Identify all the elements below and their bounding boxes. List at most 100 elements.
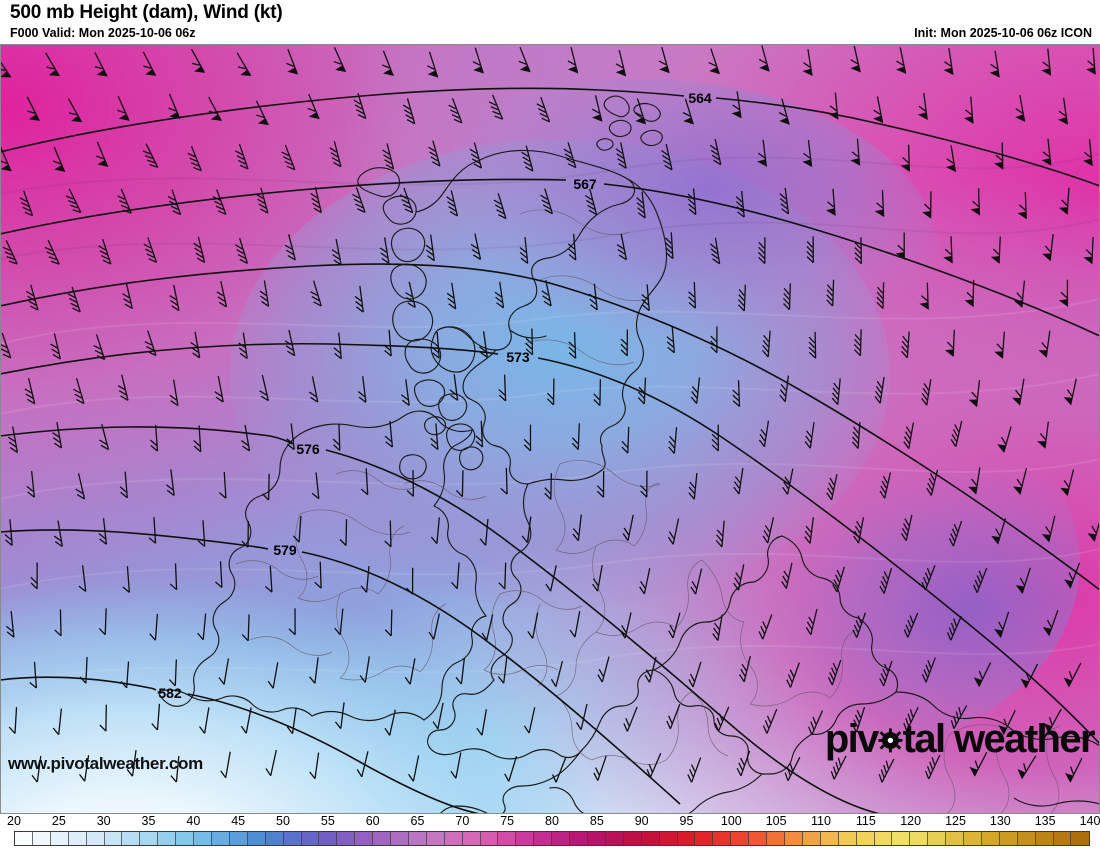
colorbar-cell [194,832,212,845]
colorbar-cell [856,832,875,845]
colorbar-cell [677,832,696,845]
contour-label: 564 [688,90,712,106]
colorbar-tick: 20 [7,814,21,828]
contour-label-layer: 564 567 573 576 579 582 585 [158,90,712,701]
colorbar-cell [86,832,105,845]
logo-text-post: tal weather [902,717,1096,761]
colorbar-tick: 25 [51,814,66,828]
colorbar-cell [283,832,302,845]
page-title: 500 mb Height (dam), Wind (kt) [10,2,283,23]
colorbar-cell [1053,832,1072,845]
colorbar-tick: 40 [186,814,201,828]
colorbar-cell [480,832,499,845]
colorbar-cell [713,832,732,845]
colorbar-cell [767,832,785,845]
colorbar-tick: 115 [855,814,876,828]
colorbar-tick: 85 [589,814,604,828]
colorbar-tick-labels: 20 25 30 35 40 45 50 55 60 65 70 75 80 85 90 95 100 105 11… [0,814,1100,830]
colorbar-tick: 35 [141,814,156,828]
colorbar-cell [408,832,427,845]
contour-label: 576 [296,441,320,457]
colorbar-cell [928,832,947,845]
colorbar-tick: 50 [276,814,290,828]
colorbar-tick: 90 [634,814,649,828]
colorbar-cell [981,832,1000,845]
colorbar-cell [784,832,803,845]
colorbar-tick: 110 [811,814,831,828]
map-header: 500 mb Height (dam), Wind (kt) F000 Vali… [0,0,1100,44]
contour-label: 582 [158,685,182,701]
continental-coast-layer [895,691,1100,807]
colorbar-cell [838,832,857,845]
colorbar-cell [301,832,320,845]
colorbar-cell [605,832,624,845]
colorbar-cell [158,832,177,845]
colorbar-cell [946,832,965,845]
colorbar-cell [820,832,839,845]
colorbar-cell [176,832,195,845]
colorbar-swatches[interactable] [14,831,1090,846]
colorbar-cell [15,832,33,845]
colorbar-cell [641,832,660,845]
colorbar-cell [964,832,982,845]
site-url-watermark: www.pivotalweather.com [8,754,203,773]
colorbar-cell [68,832,87,845]
colorbar-cell [1035,832,1054,845]
colorbar-tick: 75 [500,814,515,828]
colorbar-cell [802,832,821,845]
colorbar-tick: 130 [989,814,1011,828]
gear-icon [878,728,903,753]
colorbar-cell [373,832,392,845]
colorbar-cell [552,832,571,845]
map-canvas[interactable]: 564 567 573 576 579 582 585 [0,44,1100,814]
height-contour-layer [0,87,1100,814]
colorbar-cell [1017,832,1036,845]
colorbar-cell [32,832,51,845]
colorbar-cell [355,832,374,845]
colorbar-cell [498,832,517,845]
init-time-label: Init: Mon 2025-10-06 06z ICON [914,26,1092,40]
colorbar-tick: 55 [320,814,335,828]
colorbar-cell [50,832,69,845]
colorbar-cell [1071,832,1090,845]
colorbar-cell [999,832,1018,845]
colorbar-tick: 45 [231,814,246,828]
colorbar-tick: 100 [720,814,742,828]
colorbar-cell [910,832,929,845]
colorbar-tick: 60 [365,814,380,828]
colorbar-cell [104,832,123,845]
colorbar-cell [462,832,481,845]
colorbar-legend[interactable]: 20 25 30 35 40 45 50 55 60 65 70 75 80 85 90 95 100 105 11… [0,814,1100,850]
contour-label: 573 [506,349,530,365]
colorbar-tick: 135 [1034,814,1056,828]
colorbar-tick: 65 [410,814,425,828]
contour-label: 567 [573,176,597,192]
colorbar-cell [229,832,248,845]
contour-label: 579 [273,542,297,558]
colorbar-cell [140,832,159,845]
colorbar-cell [570,832,588,845]
admin-borders-layer [235,209,1061,814]
colorbar-cell [892,832,911,845]
colorbar-cell [444,832,463,845]
colorbar-cell [874,832,893,845]
colorbar-cell [337,832,356,845]
colorbar-tick: 120 [900,814,922,828]
colorbar-cell [695,832,714,845]
logo-text-pre: piv [824,717,880,761]
colorbar-cell [247,832,266,845]
colorbar-cell [534,832,553,845]
colorbar-tick: 30 [96,814,111,828]
colorbar-cell [749,832,768,845]
colorbar-cell [319,832,338,845]
colorbar-cell [391,832,409,845]
colorbar-cell [265,832,284,845]
map-svg: 564 567 573 576 579 582 585 [0,44,1100,814]
colorbar-tick: 95 [679,814,694,828]
colorbar-cell [623,832,642,845]
colorbar-cell [588,832,606,845]
colorbar-tick: 105 [765,814,787,828]
colorbar-cell [211,832,230,845]
colorbar-cell [731,832,750,845]
